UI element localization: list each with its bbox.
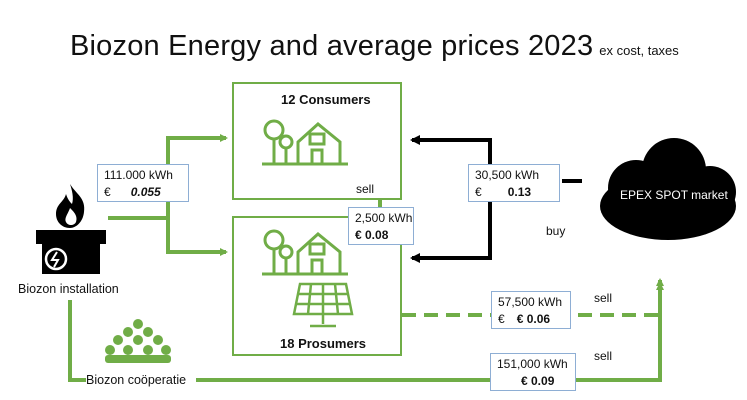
consumers-label: 12 Consumers <box>281 92 371 107</box>
consumers-box: 12 Consumers sell <box>232 82 402 200</box>
flow-installation-split <box>108 216 228 256</box>
price-value: 0.13 <box>507 185 532 199</box>
cooperatie-label: Biozon coöperatie <box>86 373 187 387</box>
title-main: Biozon Energy and average prices 2023 <box>70 30 594 62</box>
cloud-icon <box>600 138 736 240</box>
consumers-sell-label: sell <box>356 182 375 196</box>
prosumers-label: 18 Prosumers <box>280 336 366 351</box>
installation-label: Biozon installation <box>18 282 119 296</box>
market-buy-label: buy <box>546 224 566 238</box>
house-icon <box>262 229 348 276</box>
value-cooperatie-sell: 151,000 kWh € 0.09 <box>490 353 576 391</box>
flame-icon <box>56 184 85 228</box>
flow-cooperatie-sell-right <box>196 278 664 382</box>
people-group-icon <box>105 319 171 363</box>
solar-panel-icon <box>292 282 354 328</box>
price-value: € 0.09 <box>521 374 555 388</box>
battery-icon <box>36 230 106 274</box>
cooperatie-sell-label: sell <box>594 349 613 363</box>
value-installation-to-consumers: 111.000 kWh €0.055 <box>97 164 189 202</box>
price-value: € 0.06 <box>516 312 551 326</box>
market-label: EPEX SPOT market <box>620 188 728 202</box>
value-market-buy: 30,500 kWh €0.13 <box>468 164 560 202</box>
kwh-value: 57,500 kWh <box>498 295 563 309</box>
prosumer-sell-label: sell <box>594 291 613 305</box>
value-prosumer-sell: 57,500 kWh € € 0.06 <box>491 291 571 329</box>
value-prosumer-to-consumer: 2,500 kWh € 0.08 <box>348 207 414 245</box>
page-title: Biozon Energy and average prices 2023 ex … <box>70 30 679 63</box>
price-value: € 0.08 <box>355 228 389 242</box>
currency-symbol: € <box>475 185 482 199</box>
kwh-value: 151,000 kWh <box>497 357 568 371</box>
flow-market-buy-bottom <box>410 250 492 263</box>
kwh-value: 2,500 kWh <box>355 211 413 225</box>
kwh-value: 111.000 kWh <box>104 168 173 182</box>
flow-cooperatie-sell <box>68 300 86 382</box>
currency-symbol: € <box>104 185 111 199</box>
title-subtitle: ex cost, taxes <box>599 43 679 58</box>
flow-market-buy-top <box>410 135 492 258</box>
kwh-value: 30,500 kWh <box>475 168 540 182</box>
house-icon <box>262 119 348 166</box>
currency-symbol: € <box>498 312 505 326</box>
price-value: 0.055 <box>130 185 161 199</box>
